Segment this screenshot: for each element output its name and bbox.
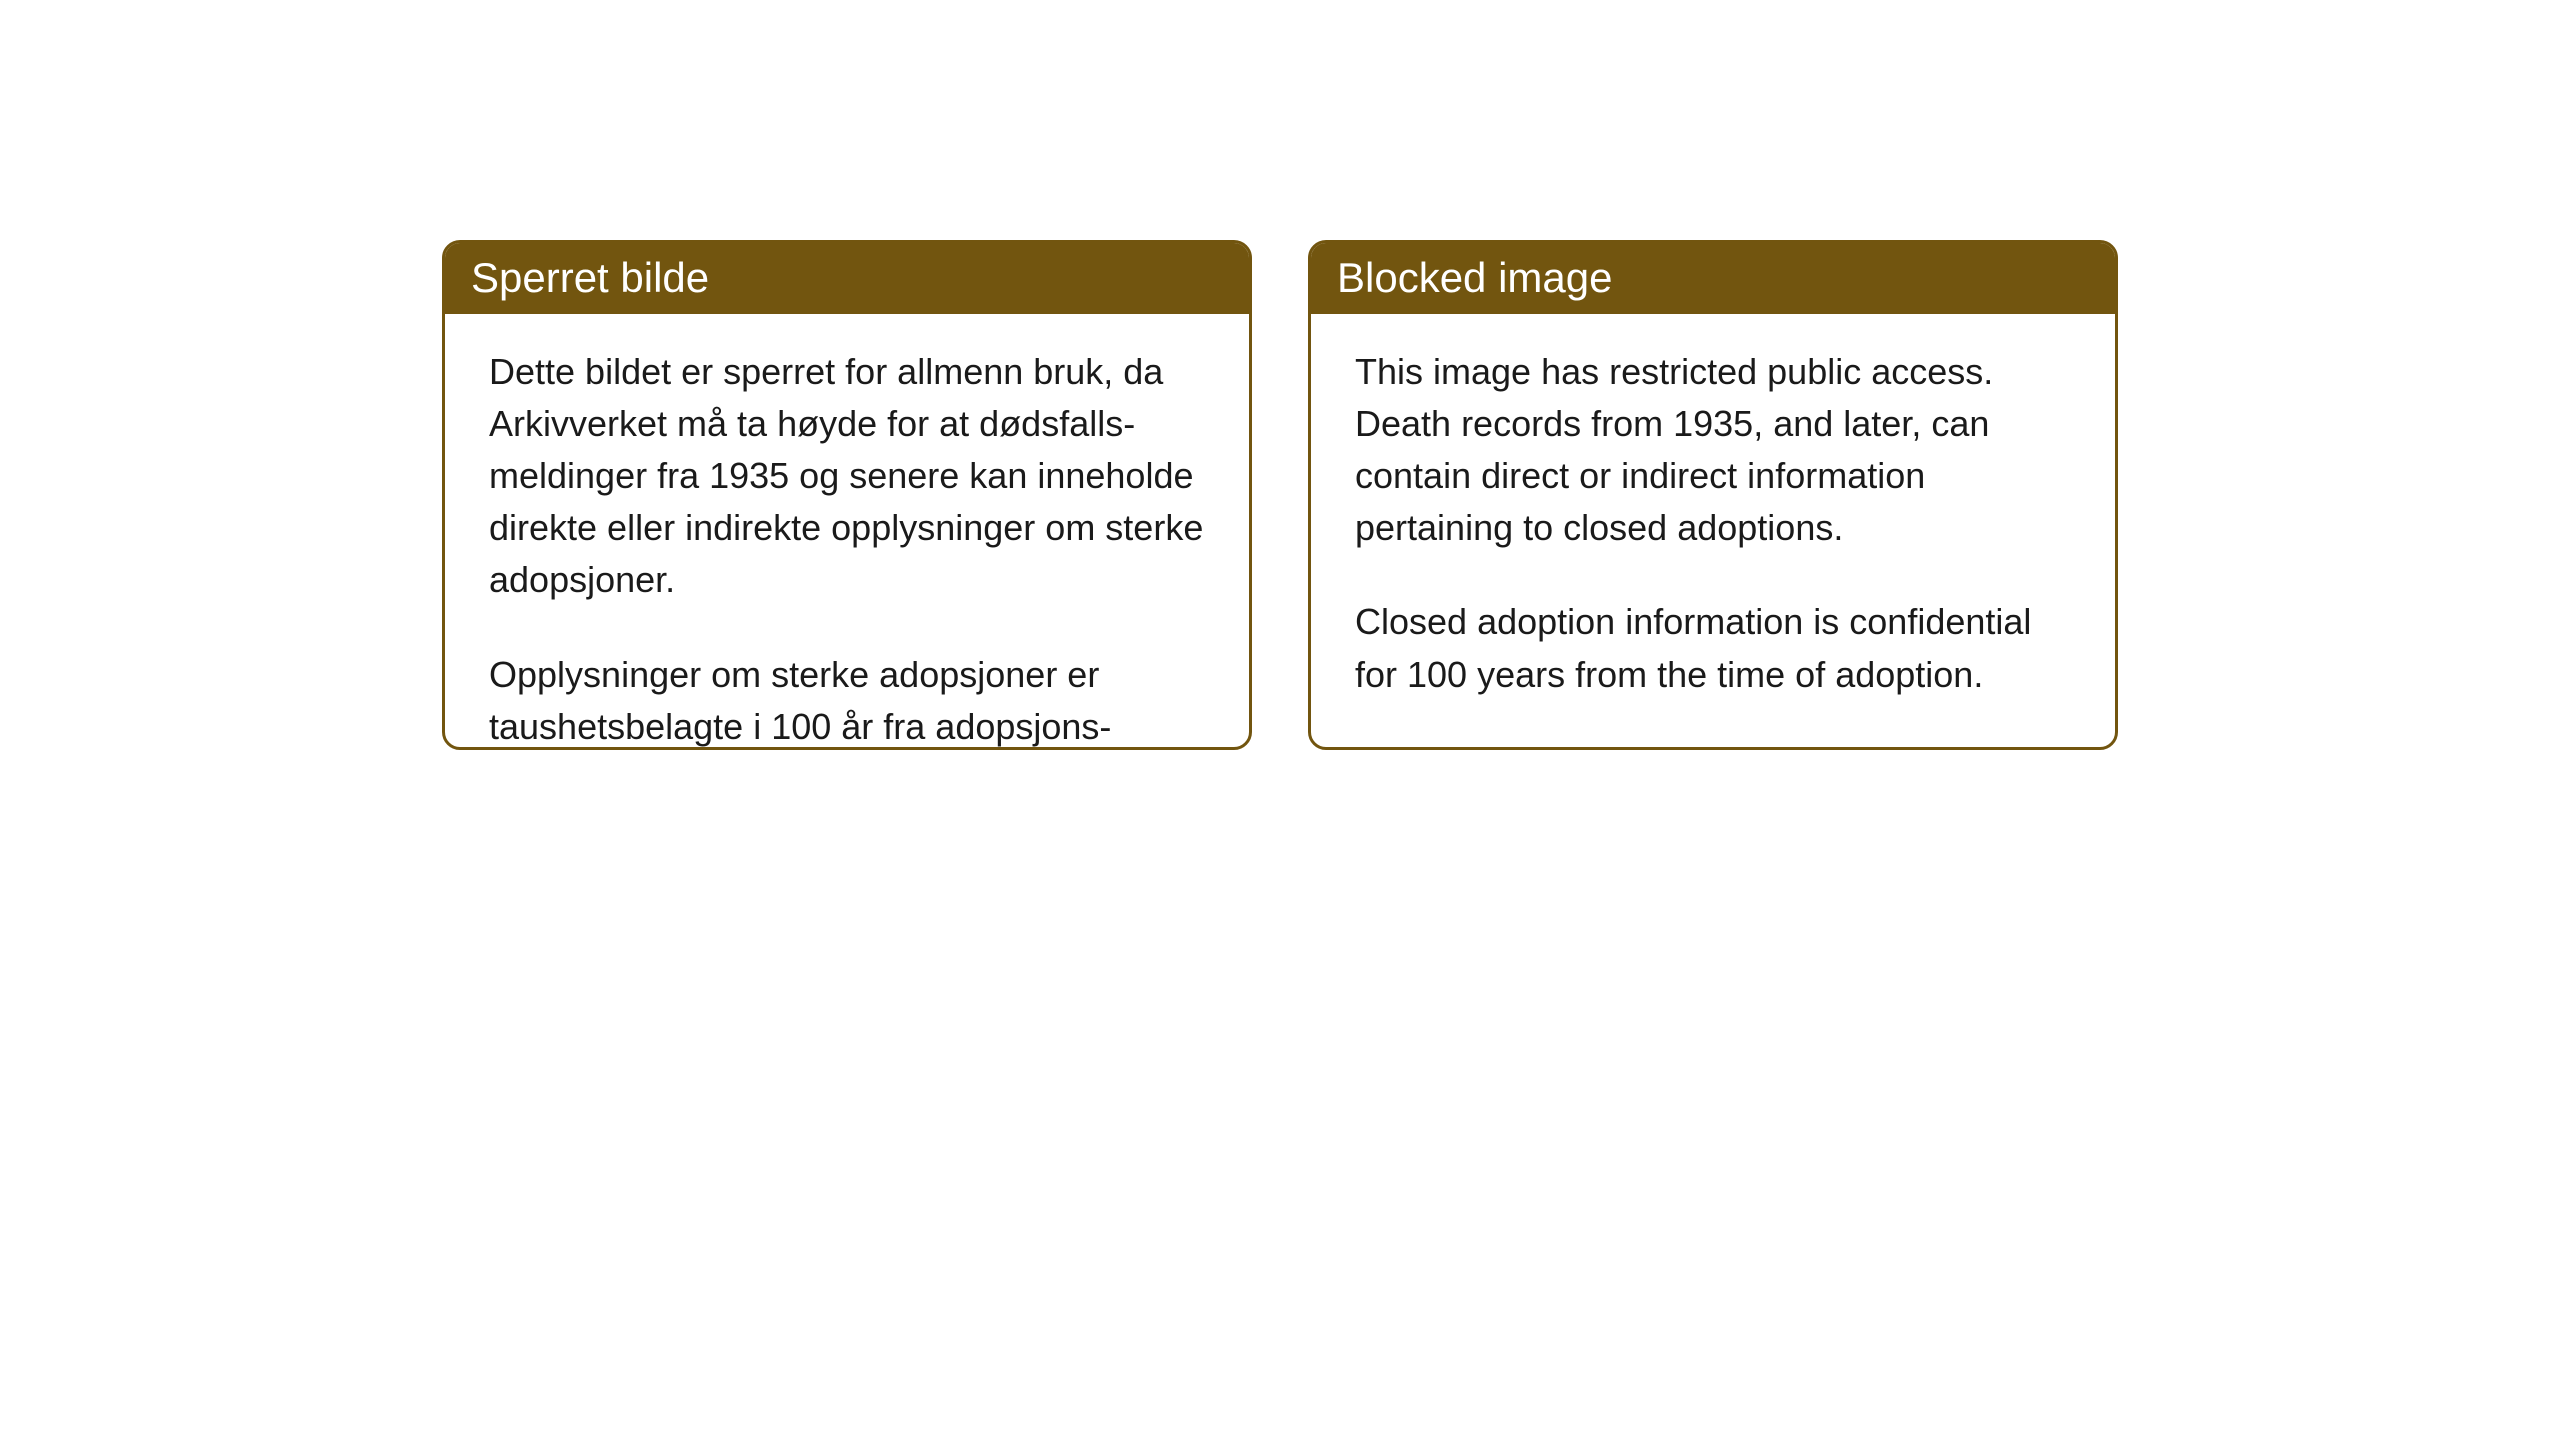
- notice-header: Sperret bilde: [445, 243, 1249, 314]
- notice-paragraph: Opplysninger om sterke adopsjoner er tau…: [489, 649, 1205, 750]
- notice-box-english: Blocked image This image has restricted …: [1308, 240, 2118, 750]
- notice-body: Dette bildet er sperret for allmenn bruk…: [445, 314, 1249, 750]
- notice-paragraph: Closed adoption information is confident…: [1355, 596, 2071, 700]
- notice-box-norwegian: Sperret bilde Dette bildet er sperret fo…: [442, 240, 1252, 750]
- notice-header: Blocked image: [1311, 243, 2115, 314]
- notice-container: Sperret bilde Dette bildet er sperret fo…: [442, 240, 2118, 750]
- notice-paragraph: This image has restricted public access.…: [1355, 346, 2071, 555]
- notice-body: This image has restricted public access.…: [1311, 314, 2115, 733]
- notice-paragraph: Dette bildet er sperret for allmenn bruk…: [489, 346, 1205, 607]
